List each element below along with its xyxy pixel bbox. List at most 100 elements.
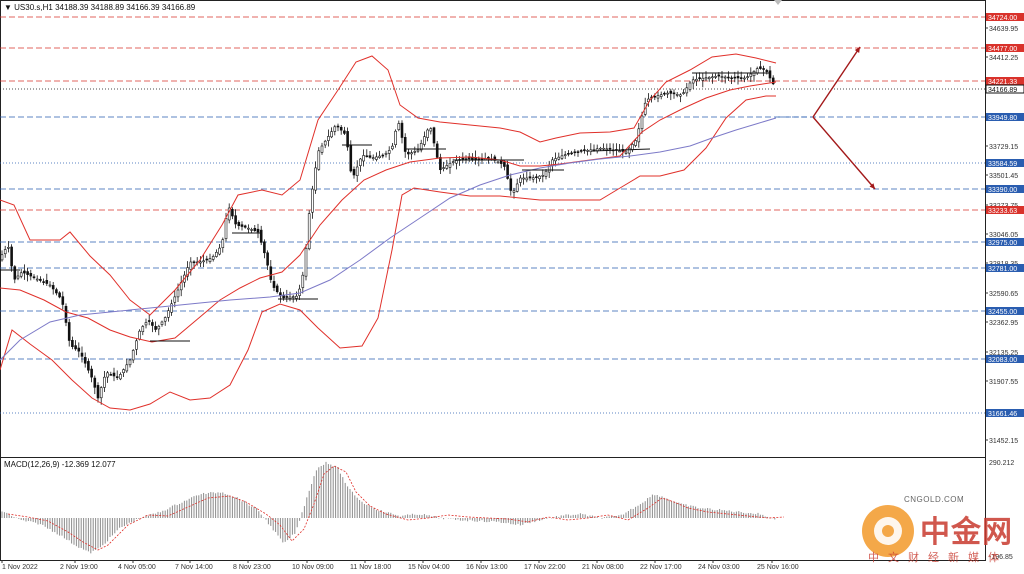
candle-body <box>669 90 673 94</box>
price-axis-label: 31907.55 <box>989 379 1018 386</box>
candle-body <box>586 150 589 152</box>
chart-header: ▼ US30.s,H1 34188.39 34188.89 34166.39 3… <box>4 3 195 12</box>
price-level-label: 32781.00 <box>988 266 1017 273</box>
time-axis-label: 24 Nov 03:00 <box>698 564 740 571</box>
candle-body <box>314 167 317 191</box>
candle-body <box>336 125 340 128</box>
candle-body <box>576 151 580 153</box>
candle-body <box>272 281 276 288</box>
candle-body <box>736 76 740 79</box>
candle-body <box>714 76 717 78</box>
candle-body <box>522 177 525 180</box>
price-level-label: 32455.00 <box>988 309 1017 316</box>
candle-body <box>250 229 253 231</box>
price-level-tag <box>986 238 1024 246</box>
price-level-tag <box>986 13 1024 21</box>
bullish-projection-arrow <box>812 46 861 118</box>
candle-body <box>317 150 321 170</box>
candle-body <box>83 357 87 364</box>
candle-body <box>464 158 468 160</box>
candle-body <box>765 70 769 72</box>
price-axis-label: 33729.15 <box>989 144 1018 151</box>
candle-body <box>39 278 42 281</box>
candle-body <box>295 295 298 299</box>
candle-body <box>717 74 721 77</box>
candle-body <box>592 149 596 151</box>
bullish-projection-arrow-head-icon <box>854 47 860 53</box>
candle-body <box>80 352 84 357</box>
candle-body <box>544 170 548 177</box>
candle-body <box>106 372 109 378</box>
candle-body <box>624 151 628 154</box>
candle-body <box>330 131 333 138</box>
candle-body <box>221 239 225 248</box>
candle-body <box>733 76 737 79</box>
candle-body <box>170 303 173 313</box>
candle-body <box>7 247 10 249</box>
candle-body <box>640 115 644 129</box>
price-level-label: 34477.00 <box>988 46 1017 53</box>
candle-body <box>58 292 61 298</box>
candle-body <box>119 374 122 380</box>
candle-body <box>682 92 685 94</box>
candle-body <box>419 143 423 151</box>
candle-body <box>211 256 215 260</box>
price-level-tag <box>986 409 1024 417</box>
candle-body <box>525 177 529 181</box>
candle-body <box>451 161 455 163</box>
main-pane-frame <box>0 0 986 458</box>
candle-body <box>112 372 116 377</box>
candle-body <box>199 261 202 264</box>
candle-body <box>727 76 730 79</box>
candle-body <box>99 387 103 399</box>
candle-body <box>663 92 666 95</box>
candle-body <box>154 326 157 330</box>
macd-signal-line <box>7 465 785 551</box>
candle-body <box>627 147 631 154</box>
candle-body <box>378 155 381 158</box>
candle-body <box>67 322 71 341</box>
time-axis-label: 7 Nov 14:00 <box>175 564 213 571</box>
time-axis-label: 17 Nov 22:00 <box>524 564 566 571</box>
time-axis-label: 11 Nov 18:00 <box>350 564 391 571</box>
time-axis-label: 16 Nov 13:00 <box>466 564 508 571</box>
candle-body <box>365 155 369 158</box>
candle-body <box>711 76 714 79</box>
candle-body <box>51 285 55 290</box>
candle-body <box>461 157 465 160</box>
candle-body <box>746 76 749 78</box>
candle-body <box>567 152 570 155</box>
price-axis-label: 32590.65 <box>989 291 1018 298</box>
candle-body <box>256 228 260 233</box>
candle-body <box>23 270 26 274</box>
candle-body <box>771 77 775 85</box>
candle-body <box>19 272 23 277</box>
candle-body <box>327 136 330 141</box>
candle-body <box>115 376 119 378</box>
candle-body <box>666 92 669 95</box>
collapse-triangle-icon[interactable]: ▼ <box>4 3 12 12</box>
candle-body <box>253 228 257 232</box>
candle-body <box>410 152 413 155</box>
candle-body <box>311 188 314 213</box>
candle-body <box>426 129 429 138</box>
price-level-label: 31661.46 <box>988 411 1017 418</box>
candle-body <box>439 157 442 171</box>
candle-body <box>515 183 519 192</box>
candle-body <box>496 161 500 164</box>
candle-body <box>35 278 39 281</box>
candle-body <box>368 155 372 158</box>
candle-body <box>304 248 308 277</box>
candle-body <box>285 296 289 298</box>
candle-body <box>519 177 522 183</box>
candle-body <box>487 156 490 159</box>
candle-body <box>512 190 516 193</box>
candle-body <box>531 177 535 180</box>
candle-body <box>739 77 743 79</box>
candle-body <box>583 149 586 152</box>
candle-body <box>243 225 247 228</box>
candle-body <box>157 325 161 330</box>
candle-body <box>528 176 532 179</box>
